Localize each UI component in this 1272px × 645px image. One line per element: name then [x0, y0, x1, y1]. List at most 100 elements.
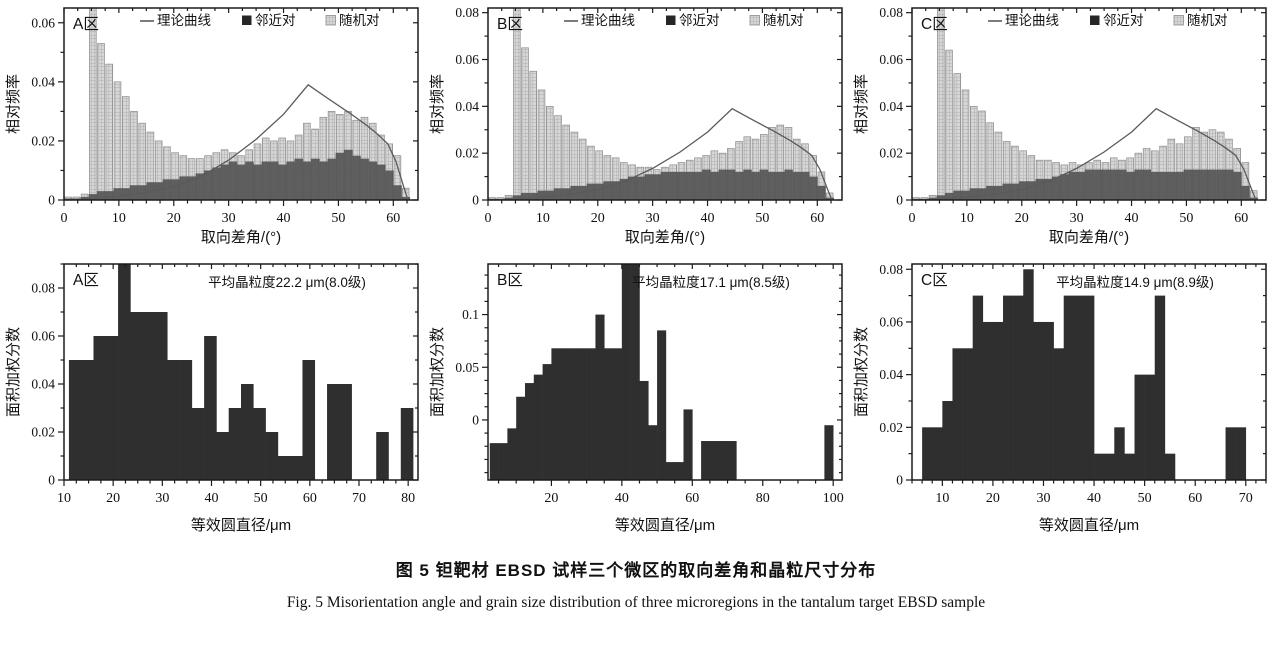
panel-misorientation-a: 0 10 20 30 40 50 60 0 0.02 0.04 0.06 取向差角/(°) 相对频率 A区…	[0, 0, 424, 252]
region-label: A区	[73, 16, 99, 33]
y-axis-title: 相对频率	[5, 74, 22, 134]
svg-text:0.06: 0.06	[879, 52, 903, 67]
svg-text:0.08: 0.08	[879, 262, 903, 277]
legend-label-neighbor: 邻近对	[1103, 13, 1144, 28]
caption-chinese: 图 5 钽靶材 EBSD 试样三个微区的取向差角和晶粒尺寸分布	[395, 561, 877, 580]
y-axis-title: 面积加权分数	[429, 327, 446, 417]
svg-text:0.04: 0.04	[455, 99, 479, 114]
plot-frame	[911, 263, 1267, 481]
histogram-series	[64, 7, 411, 201]
mean-grain-size-note: 平均晶粒度22.2 μm(8.0级)	[208, 275, 366, 290]
panel-misorientation-c: 0 10 20 30 40 50 60 0 0.02 0.04 0.06 0.08 取向差角/(°) 相对…	[848, 0, 1272, 252]
svg-text:0: 0	[61, 211, 68, 226]
svg-text:0.02: 0.02	[879, 146, 903, 161]
figure-caption: 图 5 钽靶材 EBSD 试样三个微区的取向差角和晶粒尺寸分布 Fig. 5 M…	[0, 556, 1272, 612]
svg-text:10: 10	[536, 211, 550, 226]
svg-text:70: 70	[1239, 491, 1253, 506]
y-axis-title: 相对频率	[853, 74, 870, 134]
grain-size-bars	[922, 269, 1247, 480]
legend-label-random: 随机对	[763, 13, 804, 28]
svg-text:50: 50	[755, 211, 769, 226]
grain-size-bars	[68, 264, 414, 480]
svg-text:30: 30	[646, 211, 660, 226]
svg-text:10: 10	[935, 491, 949, 506]
random-pairs-bars	[488, 7, 834, 201]
svg-text:20: 20	[986, 491, 1000, 506]
svg-text:40: 40	[205, 491, 219, 506]
svg-text:0: 0	[472, 193, 479, 208]
svg-text:30: 30	[222, 211, 236, 226]
neighbor-pairs-swatch	[666, 15, 676, 25]
svg-text:10: 10	[57, 491, 71, 506]
svg-text:0.02: 0.02	[879, 420, 903, 435]
panel-grainsize-c: 10 20 30 40 50 60 70 0 0.02 0.04 0.06 0.08 等效圆直径/μm 面…	[848, 252, 1272, 540]
x-axis-title: 取向差角/(°)	[201, 229, 281, 246]
svg-text:80: 80	[756, 491, 770, 506]
svg-text:20: 20	[544, 491, 558, 506]
legend: 理论曲线 邻近对 随机对	[988, 13, 1228, 28]
misorientation-histogram-a: 0 10 20 30 40 50 60 0 0.02 0.04 0.06 取向差角/(°) 相对频率 A区…	[5, 7, 419, 246]
grain-size-histogram-b: 20 40 60 80 100 0 0.05 0.1 等效圆直径/μm 面积加权分数 B区 平均晶粒度…	[429, 263, 844, 534]
svg-text:0.05: 0.05	[455, 360, 479, 375]
svg-text:40: 40	[615, 491, 629, 506]
x-axis-title: 等效圆直径/μm	[1039, 516, 1139, 534]
random-pairs-swatch	[749, 15, 760, 26]
svg-text:0.06: 0.06	[31, 15, 55, 30]
svg-text:60: 60	[386, 211, 400, 226]
legend-label-neighbor: 邻近对	[679, 13, 720, 28]
svg-text:0: 0	[485, 211, 492, 226]
neighbor-pairs-swatch	[242, 15, 252, 25]
legend-label-curve: 理论曲线	[581, 13, 635, 28]
legend: 理论曲线 邻近对 随机对	[140, 13, 380, 28]
misorientation-histogram-c: 0 10 20 30 40 50 60 0 0.02 0.04 0.06 0.08 取向差角/(°) 相对…	[853, 5, 1267, 246]
y-axis-title: 面积加权分数	[853, 327, 870, 417]
legend-label-neighbor: 邻近对	[255, 13, 296, 28]
svg-text:0.04: 0.04	[31, 377, 55, 392]
caption-english: Fig. 5 Misorientation angle and grain si…	[286, 594, 986, 611]
svg-text:0: 0	[48, 193, 55, 208]
svg-text:40: 40	[701, 211, 715, 226]
axes: 0 10 20 30 40 50 60 0 0.02 0.04 0.06 0.08	[455, 5, 842, 226]
svg-text:80: 80	[401, 491, 415, 506]
region-label: A区	[73, 272, 99, 289]
svg-text:20: 20	[591, 211, 605, 226]
svg-text:40: 40	[1087, 491, 1101, 506]
axes: 10 20 30 40 50 60 70 0 0.02 0.04 0.06 0.08	[879, 262, 1267, 506]
legend-label-random: 随机对	[1187, 13, 1228, 28]
random-pairs-swatch	[1173, 15, 1184, 26]
svg-text:60: 60	[1234, 211, 1248, 226]
region-label: C区	[921, 272, 948, 289]
svg-text:20: 20	[167, 211, 181, 226]
axes: 10 20 30 40 50 60 70 80 0 0.02 0.04 0.06 0.08	[31, 263, 418, 506]
mean-grain-size-note: 平均晶粒度17.1 μm(8.5级)	[632, 275, 790, 290]
axes: 0 10 20 30 40 50 60 0 0.02 0.04 0.06 0.08	[879, 5, 1266, 226]
svg-text:60: 60	[303, 491, 317, 506]
svg-text:50: 50	[254, 491, 268, 506]
grain-size-histogram-c: 10 20 30 40 50 60 70 0 0.02 0.04 0.06 0.08 等效圆直径/μm 面…	[853, 262, 1267, 534]
neighbor-pairs-bars	[64, 149, 411, 200]
region-label: B区	[497, 272, 523, 289]
plot-frame	[487, 7, 843, 201]
svg-text:0.04: 0.04	[31, 74, 55, 89]
svg-text:10: 10	[112, 211, 126, 226]
neighbor-pairs-swatch	[1090, 15, 1100, 25]
legend: 理论曲线 邻近对 随机对	[564, 13, 804, 28]
figure-grid: 0 10 20 30 40 50 60 0 0.02 0.04 0.06 取向差角/(°) 相对频率 A区…	[0, 0, 1272, 540]
random-pairs-swatch	[325, 15, 336, 26]
svg-text:0: 0	[472, 412, 479, 427]
svg-text:40: 40	[277, 211, 291, 226]
svg-text:0.06: 0.06	[455, 52, 479, 67]
svg-text:10: 10	[960, 211, 974, 226]
plot-frame	[63, 263, 419, 481]
histogram-series	[488, 7, 835, 201]
svg-text:0.02: 0.02	[455, 146, 479, 161]
grain-size-bars	[489, 264, 834, 480]
theory-curve	[91, 83, 408, 200]
svg-text:60: 60	[1188, 491, 1202, 506]
svg-text:0.08: 0.08	[879, 5, 903, 20]
x-axis-title: 等效圆直径/μm	[615, 516, 715, 534]
svg-text:0.08: 0.08	[455, 5, 479, 20]
svg-text:20: 20	[1015, 211, 1029, 226]
svg-text:0.04: 0.04	[879, 367, 903, 382]
